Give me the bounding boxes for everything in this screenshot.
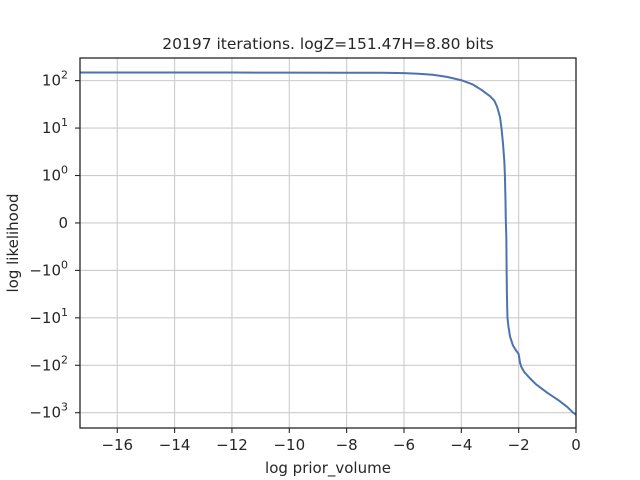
y-axis-label: log likelihood [4, 193, 22, 292]
y-tick-label: 102 [42, 69, 68, 90]
y-tick-label: 100 [42, 164, 68, 185]
y-tick-label: −102 [29, 353, 68, 374]
x-tick-label: −8 [336, 436, 358, 454]
x-tick-label: −6 [393, 436, 415, 454]
grid [80, 58, 577, 428]
x-tick-label: 0 [571, 436, 581, 454]
y-tick-label: 0 [58, 214, 68, 232]
x-tick-label: −12 [216, 436, 248, 454]
axes-frame [79, 57, 577, 429]
plot-area [80, 71, 577, 416]
x-tick-label: −2 [508, 436, 530, 454]
chart-title: 20197 iterations. logZ=151.47H=8.80 bits [162, 35, 494, 53]
x-tick-label: −10 [273, 436, 305, 454]
y-tick-label: −100 [29, 258, 68, 279]
x-tick-label: −14 [159, 436, 191, 454]
axis-ticks: −16 −14 −12 −10 −8 −6 −4 −2 0 102 101 100 0 −100 −101 −… [29, 69, 580, 454]
series-line [80, 71, 577, 416]
x-tick-label: −16 [101, 436, 133, 454]
y-tick-label: 101 [42, 116, 68, 137]
x-tick-label: −4 [450, 436, 472, 454]
x-axis-label: log prior_volume [265, 459, 391, 478]
y-tick-label: −101 [29, 306, 68, 327]
y-tick-label: −103 [29, 401, 68, 422]
